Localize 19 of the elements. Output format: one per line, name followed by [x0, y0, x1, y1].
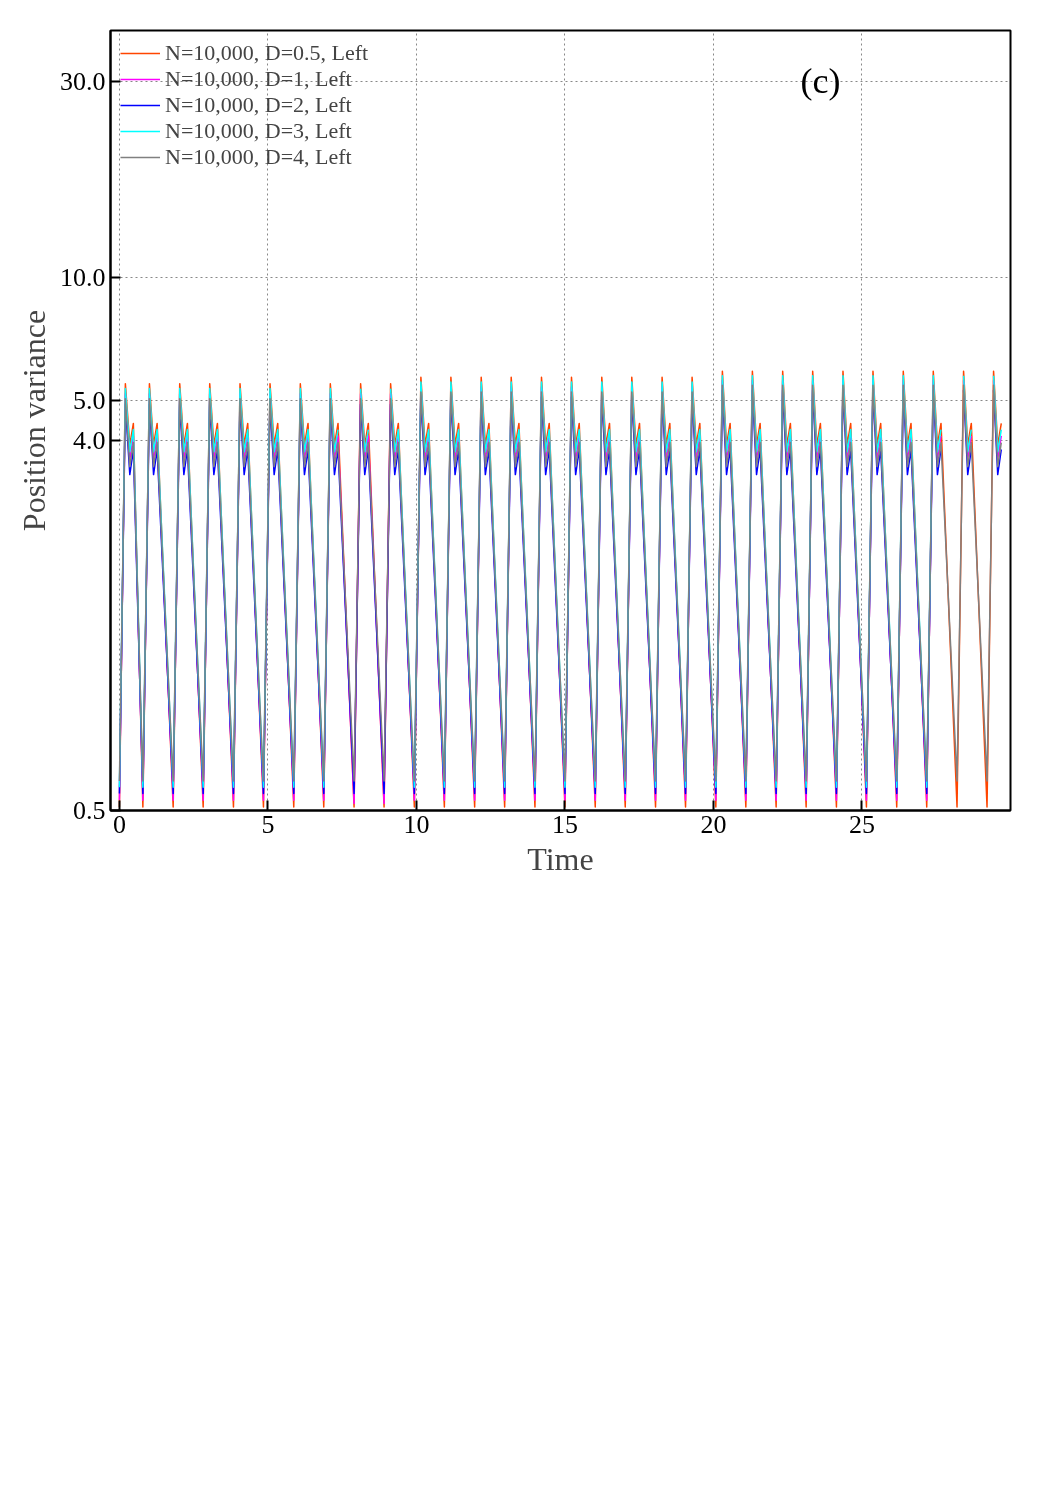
y-tick-label: 5.0 [73, 386, 106, 416]
y-tick-label: 4.0 [73, 425, 106, 455]
x-tick-label: 20 [700, 809, 727, 839]
x-tick-label: 25 [848, 809, 875, 839]
legend-label: N=10,000, D=3, Left [165, 118, 352, 144]
y-tick-label: 30.0 [60, 67, 106, 97]
x-axis-title: Time [527, 840, 594, 877]
x-tick-label: 5 [261, 809, 275, 839]
x-tick-label: 15 [551, 809, 578, 839]
annotation: (c) [800, 60, 841, 101]
legend-label: N=10,000, D=0.5, Left [165, 40, 369, 66]
y-tick-label: 10.0 [60, 262, 106, 292]
x-tick-label: 10 [403, 809, 430, 839]
x-tick-label: 0 [112, 809, 126, 839]
legend-label: N=10,000, D=1, Left [165, 66, 352, 92]
legend-label: N=10,000, D=2, Left [165, 92, 352, 118]
legend-label: N=10,000, D=4, Left [165, 144, 352, 170]
y-axis-title: Position variance [16, 309, 52, 532]
y-tick-label: 0.5 [73, 796, 106, 825]
